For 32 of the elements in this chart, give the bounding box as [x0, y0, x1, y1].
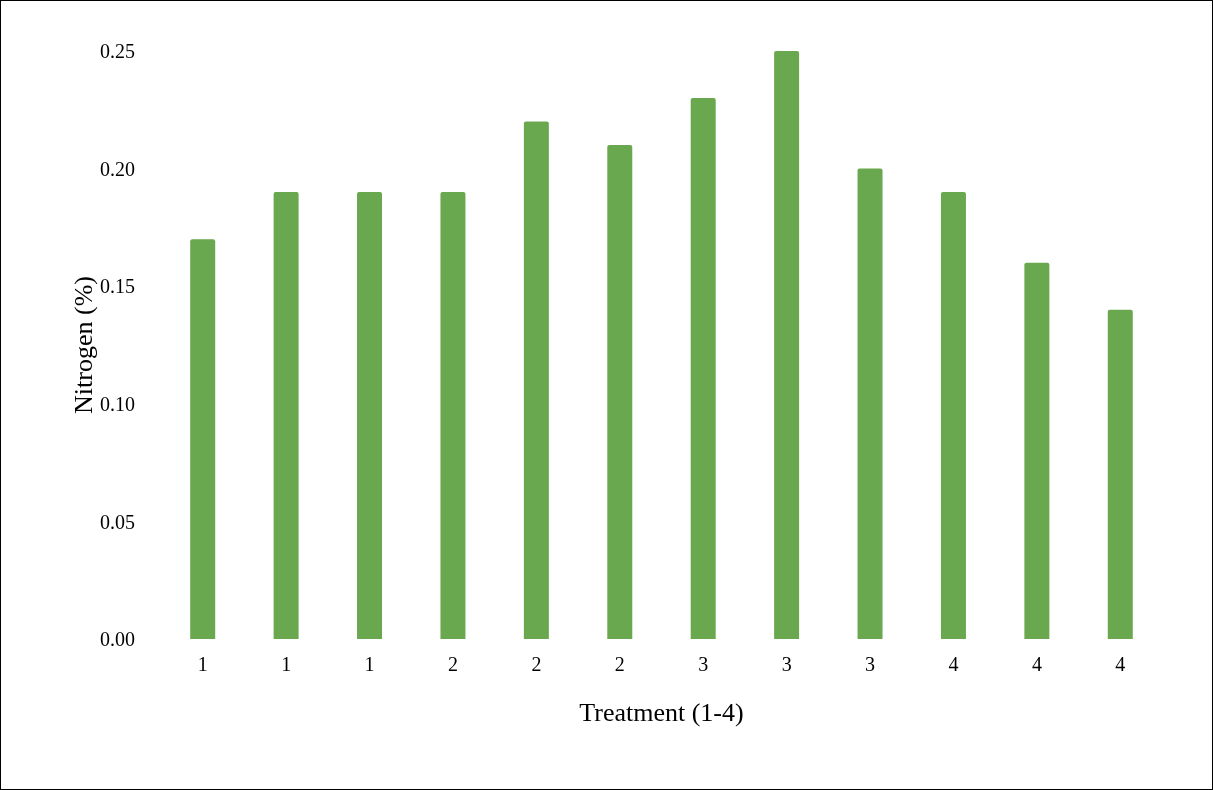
x-tick-label: 3 — [698, 653, 709, 676]
x-tick-label: 3 — [781, 653, 792, 676]
x-tick-label: 1 — [364, 653, 375, 676]
bar — [357, 192, 383, 639]
bar — [774, 51, 800, 639]
x-tick-label: 1 — [197, 653, 208, 676]
bar — [440, 192, 466, 639]
bar — [1107, 309, 1133, 639]
y-tick-label: 0.25 — [100, 40, 135, 63]
x-tick-label: 4 — [948, 653, 959, 676]
bar — [273, 192, 299, 639]
x-tick-label: 4 — [1031, 653, 1042, 676]
x-tick-label: 2 — [531, 653, 542, 676]
x-axis-title: Treatment (1-4) — [579, 698, 744, 727]
bar — [190, 239, 216, 639]
y-tick-label: 0.15 — [100, 275, 135, 298]
bar — [523, 121, 549, 639]
y-tick-label: 0.10 — [100, 392, 135, 415]
bar — [1024, 262, 1050, 639]
y-axis-title: Nitrogen (%) — [69, 276, 99, 414]
x-tick-label: 4 — [1115, 653, 1126, 676]
y-tick-label: 0.20 — [100, 157, 135, 180]
x-tick-label: 2 — [614, 653, 625, 676]
bar — [690, 98, 716, 639]
x-tick-label: 2 — [447, 653, 458, 676]
x-tick-label: 1 — [281, 653, 292, 676]
y-tick-label: 0.05 — [100, 510, 135, 533]
bar — [857, 168, 883, 639]
bar — [940, 192, 966, 639]
x-tick-label: 3 — [865, 653, 876, 676]
y-tick-label: 0.00 — [100, 628, 135, 651]
bar — [607, 145, 633, 639]
